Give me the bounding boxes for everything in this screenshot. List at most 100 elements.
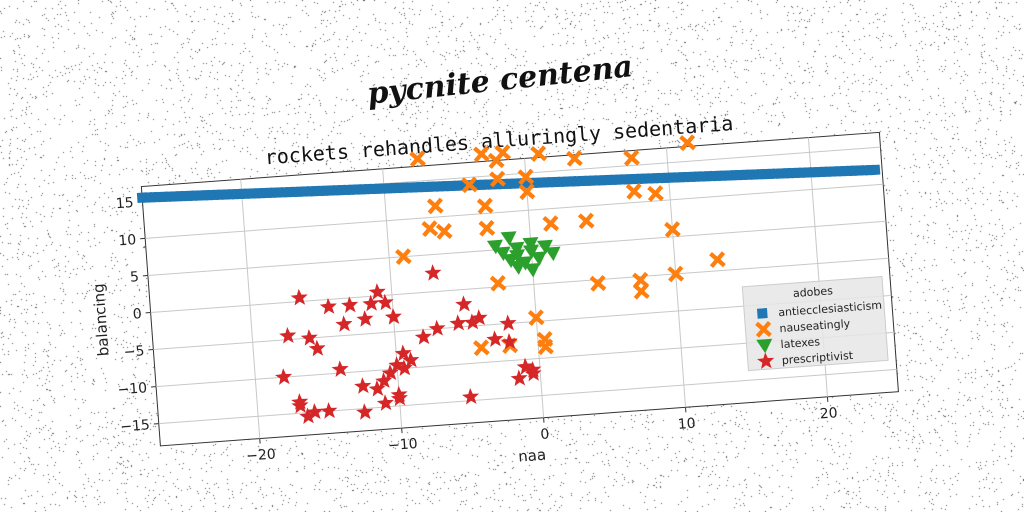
x-tick-label: −20 <box>246 446 277 464</box>
legend-marker <box>756 308 768 319</box>
y-tick-label: 0 <box>132 306 142 323</box>
data-point <box>306 403 324 420</box>
data-point <box>394 344 412 362</box>
data-point <box>461 388 480 405</box>
y-grid-line <box>145 183 884 239</box>
data-point <box>426 197 444 215</box>
data-point <box>461 176 478 194</box>
plot-area <box>140 131 899 447</box>
data-point <box>664 221 681 238</box>
data-point <box>341 296 359 313</box>
data-point <box>509 249 525 264</box>
legend: adobes antiecclesiasticismnauseatinglyla… <box>741 276 889 372</box>
data-point <box>375 372 393 389</box>
data-point <box>331 360 349 377</box>
legend-label: prescriptivist <box>781 349 854 367</box>
y-grid-line <box>150 257 889 313</box>
legend-marker <box>757 352 775 369</box>
data-point <box>509 260 526 275</box>
x-grid-line <box>524 158 545 418</box>
y-tick-label: 5 <box>130 269 140 286</box>
data-point <box>388 356 406 373</box>
data-point <box>589 275 607 292</box>
legend-title: adobes <box>793 284 834 300</box>
data-point <box>518 183 536 201</box>
data-point <box>368 283 386 300</box>
data-point <box>424 264 442 281</box>
data-point <box>421 220 439 237</box>
data-point <box>524 361 542 378</box>
data-point <box>473 339 490 357</box>
data-point <box>428 319 446 337</box>
y-axis-label: balancing <box>89 283 112 357</box>
x-grid-line <box>665 147 687 408</box>
data-point <box>516 256 533 271</box>
x-grid-line <box>240 179 261 439</box>
data-point <box>530 251 547 266</box>
data-point <box>522 244 539 259</box>
data-point <box>279 326 297 344</box>
y-grid-line <box>158 368 897 425</box>
y-axis-ticks: −15 −10 −5 0 5 10 15 <box>115 195 159 435</box>
x-tick-label: 20 <box>819 405 838 422</box>
data-point <box>625 183 643 200</box>
data-point <box>384 308 402 325</box>
data-point <box>319 297 337 315</box>
data-point <box>478 219 496 237</box>
x-axis-ticks: −20 −10 0 10 20 <box>246 396 838 465</box>
axes-group: rockets rehandles alluringly sedentaria … <box>89 111 899 466</box>
legend-label: latexes <box>780 335 820 351</box>
data-point <box>455 295 473 313</box>
figure-suptitle: pycnite centena <box>366 49 635 112</box>
data-point <box>530 145 547 163</box>
data-point <box>577 212 595 230</box>
data-point <box>449 314 467 332</box>
data-point <box>499 314 517 332</box>
y-tick-label: 15 <box>115 195 134 212</box>
data-point <box>486 330 504 348</box>
series-nauseatingly <box>395 134 726 357</box>
data-point <box>633 282 650 300</box>
data-point <box>395 248 412 265</box>
data-point <box>544 246 561 262</box>
data-point <box>291 393 309 410</box>
data-point <box>869 164 881 176</box>
data-point <box>463 313 481 331</box>
data-point <box>381 364 399 381</box>
data-point <box>527 309 545 327</box>
data-point <box>542 215 560 232</box>
data-point <box>494 246 511 262</box>
data-point <box>508 241 525 257</box>
data-point <box>290 288 308 306</box>
data-point <box>414 328 432 345</box>
data-point <box>300 329 318 346</box>
data-point <box>308 339 326 357</box>
data-point <box>537 338 554 356</box>
data-point <box>362 294 380 312</box>
data-point <box>320 402 338 419</box>
data-point <box>510 369 528 387</box>
y-tick-label: −15 <box>120 417 151 435</box>
data-point <box>402 351 420 369</box>
series-prescriptivist <box>275 264 542 425</box>
series-latexes <box>486 231 561 278</box>
legend-label: nauseatingly <box>779 317 851 335</box>
x-tick-label: −10 <box>388 436 419 454</box>
data-point <box>376 293 394 311</box>
series-antiecclesiasticism <box>136 164 881 204</box>
data-point <box>536 239 553 255</box>
data-point <box>299 407 317 425</box>
data-point <box>502 253 519 268</box>
data-point <box>522 237 539 252</box>
x-tick-label: 0 <box>540 426 550 443</box>
data-point <box>486 239 503 255</box>
data-point <box>275 368 293 385</box>
data-point <box>409 150 426 168</box>
x-tick-label: 10 <box>677 416 696 433</box>
x-axis-label: naa <box>518 446 547 466</box>
data-point <box>354 377 372 394</box>
data-point <box>489 274 507 292</box>
y-tick-label: 10 <box>118 232 137 249</box>
x-grid-line <box>382 168 403 429</box>
